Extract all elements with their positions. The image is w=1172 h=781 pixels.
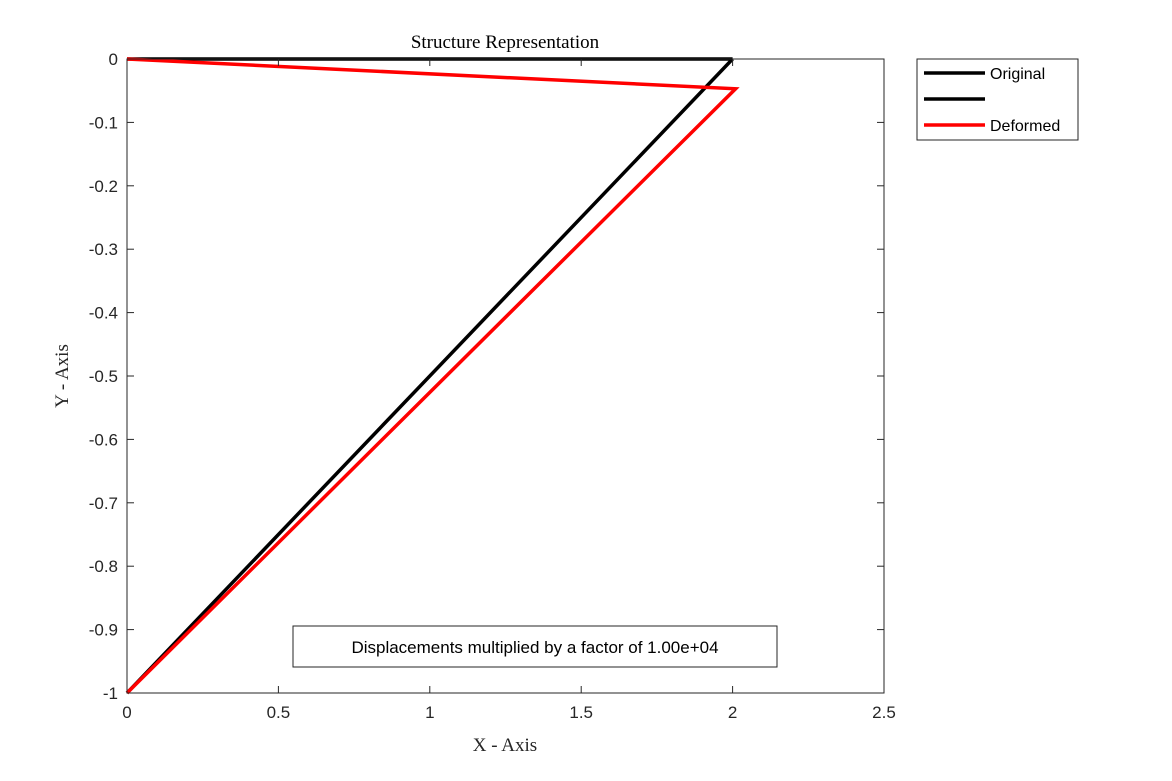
annotation-box: Displacements multiplied by a factor of … <box>292 625 778 668</box>
y-tick-label: -0.6 <box>89 430 118 449</box>
x-tick-label: 1 <box>425 703 434 722</box>
y-tick-label: -1 <box>103 684 118 703</box>
x-tick-label: 2.5 <box>872 703 896 722</box>
y-tick-label: -0.9 <box>89 621 118 640</box>
legend: Original Deformed <box>916 58 1079 141</box>
annotation-text: Displacements multiplied by a factor of … <box>351 638 718 657</box>
series-line-unnamed-1 <box>125 57 734 695</box>
y-tick-label: -0.5 <box>89 367 118 386</box>
x-tick-label: 2 <box>728 703 737 722</box>
plot-area <box>127 59 884 693</box>
y-tick-label: -0.8 <box>89 557 118 576</box>
y-axis-label: Y - Axis <box>52 344 73 408</box>
y-tick-label: 0 <box>109 50 118 69</box>
legend-label: Original <box>990 66 1045 83</box>
x-axis-label: X - Axis <box>473 735 537 756</box>
x-tick-label: 0 <box>122 703 131 722</box>
chart-title: Structure Representation <box>411 32 600 53</box>
y-tick-label: -0.7 <box>89 494 118 513</box>
y-tick-label: -0.4 <box>89 304 118 323</box>
series-line-deformed <box>125 57 740 695</box>
x-tick-label: 1.5 <box>569 703 593 722</box>
annotation-border <box>292 625 778 668</box>
legend-items: Original Deformed <box>924 66 1060 135</box>
y-tick-label: -0.1 <box>89 113 118 132</box>
x-tick-label: 0.5 <box>267 703 291 722</box>
ticks-layer: 0 0.5 1 1.5 2 2.5 0 -0.1 -0.2 -0.3 -0.4 -0.5 -0.6 -0.… <box>89 50 896 722</box>
y-tick-label: -0.3 <box>89 240 118 259</box>
legend-label: Deformed <box>990 118 1060 135</box>
y-tick-label: -0.2 <box>89 177 118 196</box>
